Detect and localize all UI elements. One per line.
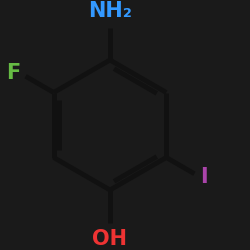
Text: F: F <box>6 63 20 83</box>
Text: NH₂: NH₂ <box>88 1 132 21</box>
Text: I: I <box>200 167 207 187</box>
Text: OH: OH <box>92 229 128 249</box>
